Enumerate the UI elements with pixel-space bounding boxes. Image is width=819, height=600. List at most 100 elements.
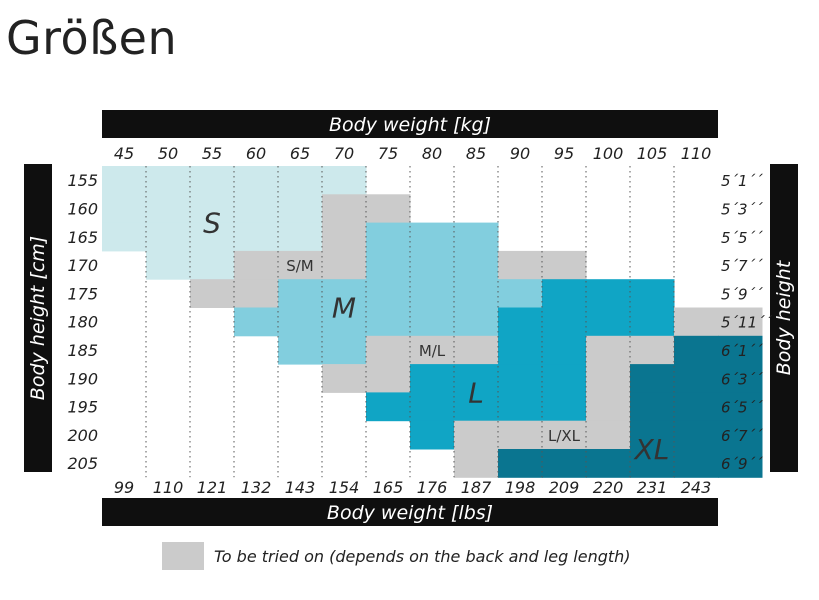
size-cell xyxy=(190,279,235,308)
kg-tick-label: 60 xyxy=(246,144,266,163)
size-cell xyxy=(366,392,411,422)
kg-tick-label: 105 xyxy=(637,144,668,163)
size-cell xyxy=(454,420,499,450)
size-cell xyxy=(366,307,411,337)
lbs-tick-label: 198 xyxy=(505,478,536,497)
legend-swatch-tryon xyxy=(162,542,204,570)
size-cell xyxy=(454,279,499,308)
size-cell xyxy=(190,250,235,280)
size-cell xyxy=(674,449,719,478)
size-cell xyxy=(454,449,499,478)
kg-header-bar xyxy=(102,110,718,138)
ft-tick-label: 6´3´´ xyxy=(721,370,763,388)
cm-side-bar xyxy=(24,164,52,472)
size-cell xyxy=(542,250,587,280)
kg-tick-label: 55 xyxy=(202,144,222,163)
size-cell xyxy=(190,166,235,195)
size-cell xyxy=(278,335,323,365)
size-cell xyxy=(278,222,323,252)
size-cell xyxy=(498,364,543,393)
cm-ticks: 155 160 165 170 175 180 185 190 195 200 205 xyxy=(67,171,98,473)
size-cell xyxy=(234,279,279,308)
lbs-tick-label: 121 xyxy=(197,478,228,497)
ft-tick-label: 5´9´´ xyxy=(721,285,763,303)
size-cell xyxy=(674,420,719,450)
size-cell xyxy=(674,335,719,365)
kg-tick-label: 65 xyxy=(290,144,310,163)
size-cell xyxy=(630,279,675,308)
size-cell xyxy=(102,222,147,252)
size-cell xyxy=(586,449,631,478)
kg-tick-label: 80 xyxy=(422,144,442,163)
size-cell xyxy=(410,420,455,450)
size-cell xyxy=(498,307,543,337)
ft-tick-label: 6´7´´ xyxy=(721,427,763,445)
size-cell xyxy=(102,166,147,195)
size-cell xyxy=(234,194,279,224)
ft-tick-label: 6´5´´ xyxy=(721,399,763,417)
size-cell xyxy=(234,250,279,280)
kg-tick-label: 90 xyxy=(510,144,530,163)
size-cell xyxy=(146,194,191,224)
size-label: M xyxy=(332,292,356,325)
lbs-tick-label: 165 xyxy=(373,478,404,497)
cm-tick-label: 195 xyxy=(67,398,98,417)
size-cell xyxy=(366,222,411,252)
size-cell xyxy=(586,307,631,337)
size-cell xyxy=(718,307,763,337)
size-labels: S S/M M M/L L L/XL XL xyxy=(203,207,669,466)
size-chart: Body weight [kg] Body weight [lbs] Body … xyxy=(0,90,819,590)
size-cell xyxy=(586,364,631,393)
size-label: S xyxy=(203,207,221,240)
size-cell xyxy=(542,364,587,393)
cm-tick-label: 180 xyxy=(67,313,98,332)
size-cell xyxy=(190,194,235,224)
size-cell xyxy=(146,222,191,252)
size-cell xyxy=(278,194,323,224)
size-cell xyxy=(366,279,411,308)
size-cell xyxy=(410,392,455,422)
size-cell xyxy=(278,166,323,195)
size-cell xyxy=(278,250,323,280)
size-cell xyxy=(498,420,543,450)
ft-tick-label: 5´5´´ xyxy=(721,229,763,247)
size-cell xyxy=(674,364,719,393)
size-cell xyxy=(542,392,587,422)
kg-tick-label: 95 xyxy=(554,144,574,163)
lbs-tick-label: 154 xyxy=(329,478,360,497)
ft-ticks: 5´1´´ 5´3´´ 5´5´´ 5´7´´ 5´9´´ 5´11´´ 6´1´´ 6´3´… xyxy=(721,172,773,473)
size-cell xyxy=(454,392,499,422)
size-cell xyxy=(278,279,323,308)
size-cell xyxy=(146,250,191,280)
size-cell xyxy=(410,222,455,252)
size-cell xyxy=(542,335,587,365)
kg-ticks: 45 50 55 60 65 70 75 80 85 90 95 100 105 110 xyxy=(114,144,711,163)
lbs-footer-bar xyxy=(102,498,718,526)
size-cell xyxy=(410,335,455,365)
size-cell xyxy=(454,364,499,393)
size-label: XL xyxy=(633,433,670,466)
height-side-bar xyxy=(770,164,798,472)
size-cell xyxy=(674,392,719,422)
size-cell xyxy=(542,307,587,337)
size-cell xyxy=(454,250,499,280)
ft-tick-label: 5´11´´ xyxy=(721,314,773,332)
size-cell xyxy=(498,335,543,365)
cm-axis-label: Body height [cm] xyxy=(27,236,49,400)
size-cell xyxy=(366,250,411,280)
size-cell xyxy=(410,250,455,280)
cm-tick-label: 170 xyxy=(67,256,98,275)
legend-label-tryon: To be tried on (depends on the back and … xyxy=(214,547,631,566)
cm-tick-label: 200 xyxy=(67,426,98,445)
size-cell xyxy=(718,335,763,365)
lbs-tick-label: 209 xyxy=(549,478,580,497)
kg-axis-label: Body weight [kg] xyxy=(329,114,491,136)
size-cell xyxy=(322,335,367,365)
lbs-tick-label: 143 xyxy=(285,478,316,497)
cm-tick-label: 205 xyxy=(67,454,98,473)
size-cell xyxy=(542,279,587,308)
size-cell xyxy=(630,335,675,365)
size-cell xyxy=(102,194,147,224)
page-title: Größen xyxy=(6,11,178,65)
kg-tick-label: 70 xyxy=(334,144,354,163)
